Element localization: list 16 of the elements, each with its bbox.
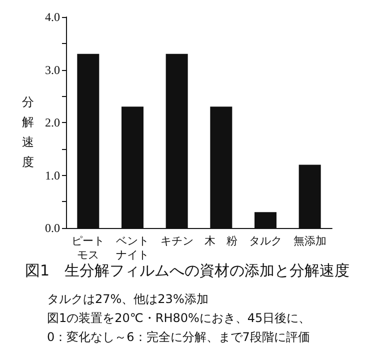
y-tick-label: 2.0: [45, 116, 60, 130]
x-tick-label: 無添加: [293, 234, 326, 248]
text: 0：変化なし～6：完全に分解、まで7段階に評価: [47, 330, 310, 344]
y-tick-label: 4.0: [45, 10, 60, 24]
x-tick-label: キチン: [160, 234, 194, 248]
caption: 図1の装置を20℃・RH80%におき、45日後に、: [47, 311, 311, 325]
text: 図1 生分解フィルムへの資材の添加と分解速度: [25, 262, 350, 280]
y-axis-title: 分解速度: [22, 95, 34, 169]
text: タルクは27%、他は23%添加: [47, 292, 208, 306]
y-tick-label: 1.0: [45, 168, 60, 182]
x-tick-label: ピートモス: [72, 234, 105, 262]
y-tick-label: 0.0: [45, 221, 60, 235]
x-tick-label: ベントナイト: [116, 234, 149, 262]
x-tick-label: タルク: [249, 234, 282, 248]
x-tick-label: 木 粉: [204, 234, 238, 248]
y-tick-label: 3.0: [45, 62, 60, 77]
